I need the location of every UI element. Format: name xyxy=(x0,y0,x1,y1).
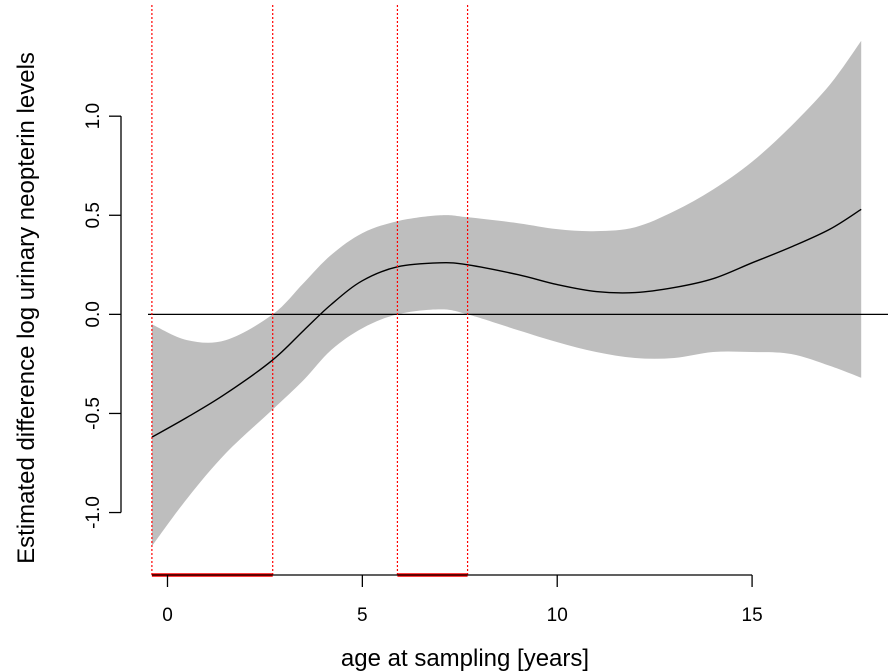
x-tick-label: 5 xyxy=(357,605,368,626)
y-tick-label: -0.5 xyxy=(83,397,104,430)
y-tick-label: 0.0 xyxy=(83,301,104,327)
y-tick-label: -1.0 xyxy=(83,496,104,529)
estimate-line-layer xyxy=(151,208,862,438)
x-axis-title: age at sampling [years] xyxy=(341,645,589,672)
confidence-band xyxy=(151,40,862,547)
y-tick-label: 1.0 xyxy=(83,103,104,129)
confidence-band-layer xyxy=(151,40,862,547)
y-axis-title: Estimated difference log urinary neopter… xyxy=(13,52,40,564)
x-tick-label: 0 xyxy=(162,605,173,626)
x-tick-label: 15 xyxy=(742,605,763,626)
x-tick-label: 10 xyxy=(547,605,568,626)
y-tick-label: 0.5 xyxy=(83,202,104,228)
axes-layer: 0 5 10 15 -1.0 -0.5 0.0 0.5 1.0 xyxy=(83,103,763,626)
estimate-line xyxy=(151,208,862,438)
